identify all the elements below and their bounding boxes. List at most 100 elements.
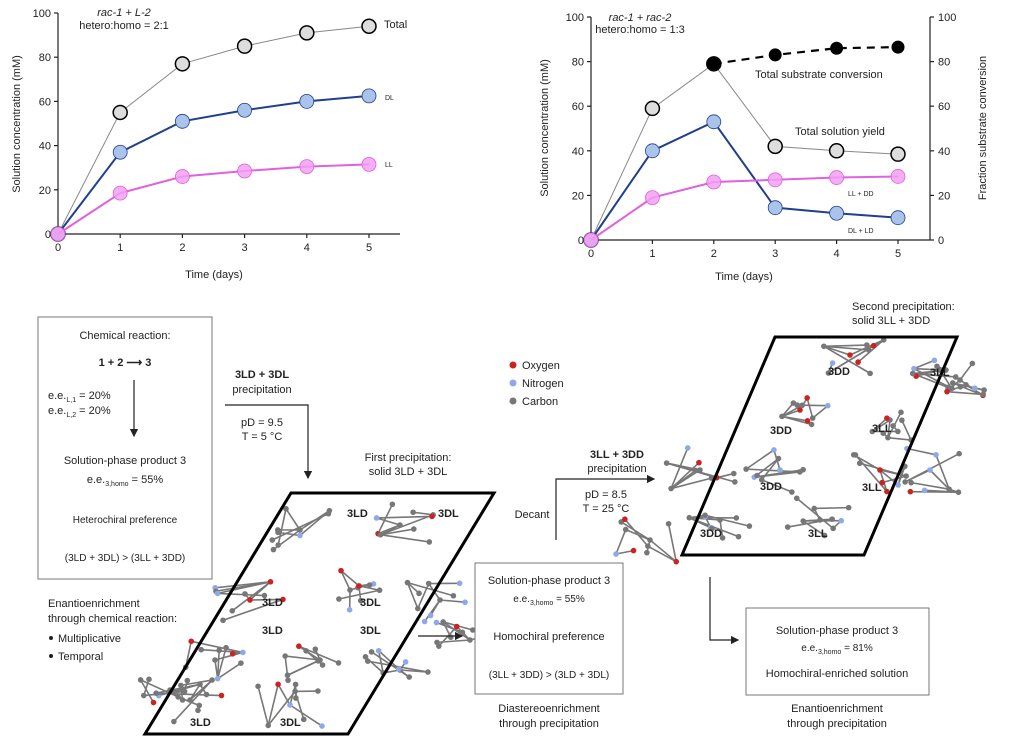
- x-tick-label: 3: [772, 248, 778, 260]
- molecule-label: 3DD: [700, 528, 722, 540]
- atom: [952, 374, 959, 380]
- y-tick-label: 80: [39, 52, 51, 64]
- atom: [335, 660, 342, 666]
- legend-nitrogen: Nitrogen: [522, 378, 564, 390]
- data-point: [50, 226, 66, 242]
- atom: [427, 612, 434, 619]
- atom: [613, 551, 619, 557]
- atom: [397, 522, 403, 528]
- atom: [754, 472, 760, 479]
- data-point: [767, 138, 783, 155]
- atom: [946, 486, 952, 493]
- atom: [364, 658, 371, 664]
- molecule-label: 3LD: [347, 508, 368, 520]
- atom: [645, 543, 651, 549]
- atom: [809, 415, 816, 421]
- atom: [425, 580, 432, 587]
- bond: [823, 345, 869, 351]
- atom: [197, 681, 203, 688]
- atom: [303, 648, 309, 654]
- atom: [898, 409, 904, 416]
- chart-right-y2label: Fraction substrate conversion: [977, 56, 989, 200]
- bond: [377, 503, 394, 535]
- box1-reaction: 1 + 2 ⟶ 3: [99, 357, 152, 369]
- x-tick-label: 5: [895, 248, 901, 260]
- atom: [402, 659, 409, 665]
- data-point: [361, 156, 377, 172]
- step2-temp: T = 25 °C: [583, 503, 630, 515]
- x-tick-label: 0: [588, 248, 594, 260]
- atom: [416, 590, 422, 597]
- bond: [887, 419, 891, 438]
- enrich-chem-line1: Enantioenrichment: [48, 598, 140, 610]
- y2-tick-label: 20: [938, 190, 950, 202]
- atom: [804, 418, 811, 424]
- atom: [673, 558, 680, 565]
- atom: [829, 360, 836, 366]
- legend-carbon: Carbon: [522, 396, 558, 408]
- atom: [240, 649, 246, 656]
- atom: [426, 539, 433, 545]
- atom: [911, 365, 917, 372]
- bond: [913, 359, 935, 370]
- atom: [395, 666, 402, 672]
- molecule: [212, 579, 286, 624]
- series-label: LL + DD: [848, 191, 874, 198]
- atom: [319, 662, 326, 668]
- atom: [421, 618, 428, 625]
- atom: [908, 479, 914, 486]
- bond: [189, 683, 201, 701]
- molecule-label: 3LL: [808, 528, 828, 540]
- bond: [946, 390, 984, 396]
- data-point: [112, 144, 128, 160]
- atom: [647, 537, 653, 543]
- atom: [821, 532, 828, 539]
- atom: [467, 637, 473, 643]
- crystal2-labels: 3DD 3LL 3DD 3LL 3DD 3LL 3DD 3LL: [700, 366, 950, 540]
- atom: [469, 627, 476, 633]
- enrich-chem-line2: through chemical reaction:: [48, 613, 177, 625]
- atom: [284, 672, 291, 679]
- step1-arrow: [225, 404, 313, 480]
- bond: [267, 690, 296, 726]
- data-point: [112, 185, 128, 201]
- bond: [754, 468, 804, 478]
- nitrogen-swatch: [509, 379, 517, 387]
- bond: [704, 514, 750, 527]
- atom: [459, 629, 466, 636]
- atom: [319, 723, 325, 729]
- atom: [804, 395, 810, 401]
- data-point: [829, 205, 844, 221]
- atom: [184, 677, 191, 684]
- bond: [257, 686, 269, 726]
- molecule: [869, 409, 914, 443]
- atom: [315, 658, 321, 664]
- bond: [271, 513, 329, 541]
- y2-tick-label: 0: [938, 235, 944, 247]
- atom: [735, 533, 742, 540]
- atom: [944, 388, 950, 395]
- diastereo-box: [474, 562, 624, 695]
- atom: [175, 694, 181, 700]
- bond: [901, 419, 912, 441]
- series-line-1: [57, 94, 370, 235]
- series-label: Total: [384, 19, 407, 31]
- data-point: [361, 88, 377, 104]
- box2-caption-2: through precipitation: [499, 718, 599, 730]
- atom: [275, 529, 281, 536]
- atom: [686, 514, 693, 521]
- bond: [222, 598, 284, 622]
- bond: [959, 362, 974, 381]
- molecule: [743, 447, 806, 495]
- series-line-0: [590, 63, 899, 241]
- atom-legend: Oxygen Nitrogen Carbon: [509, 360, 564, 408]
- bond: [217, 662, 242, 680]
- bond: [277, 683, 291, 706]
- data-point: [299, 159, 315, 174]
- bond: [377, 650, 384, 674]
- chart-left-title-1: rac-1 + L-2: [97, 7, 151, 19]
- atom: [800, 518, 806, 524]
- data-point: [174, 113, 190, 129]
- atom: [275, 681, 281, 688]
- box1-ee3: e.e.3,homo = 55%: [87, 474, 163, 488]
